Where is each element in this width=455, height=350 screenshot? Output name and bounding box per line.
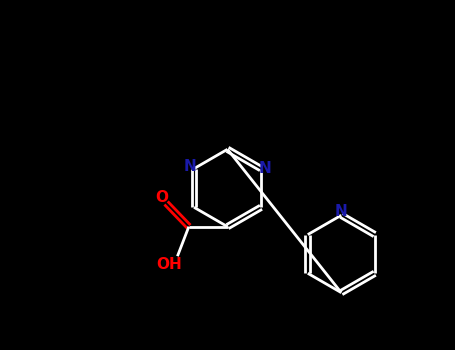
- Text: N: N: [258, 161, 271, 176]
- Text: N: N: [184, 159, 197, 174]
- Text: OH: OH: [157, 257, 182, 272]
- Text: N: N: [335, 204, 348, 219]
- Text: O: O: [155, 190, 168, 204]
